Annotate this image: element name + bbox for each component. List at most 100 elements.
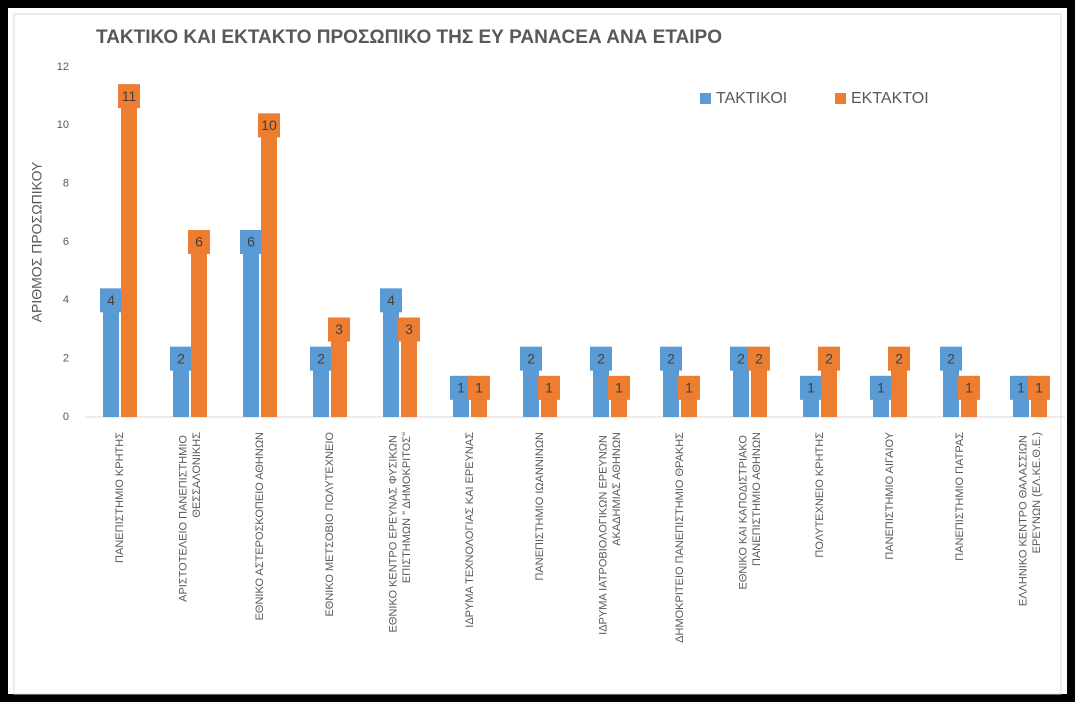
bar [173, 358, 189, 417]
bar [121, 96, 137, 418]
data-label: 1 [1017, 380, 1025, 396]
bar [313, 358, 329, 417]
x-tick-label: ΠΑΝΕΠΙΣΤΗΜΙΟ ΠΑΤΡΑΣ [954, 432, 966, 561]
data-label: 1 [965, 380, 973, 396]
data-label-box [590, 346, 612, 371]
x-tick-label: ΠΑΝΕΠΙΣΤΗΜΙΟ ΚΡΗΤΗΣ [114, 432, 126, 563]
legend-label: ΤΑΚΤΙΚΟΙ [716, 90, 787, 107]
data-label: 1 [807, 380, 815, 396]
x-tick-label-line: ΘΕΣΣΑΛΟΝΙΚΗΣ [191, 432, 203, 518]
x-tick-label: ΑΡΙΣΤΟΤΕΛΕΙΟ ΠΑΝΕΠΙΣΤΗΜΙΟ ΘΕΣΣΑΛΟΝΙΚΗΣ [177, 432, 203, 602]
y-tick-label: 8 [63, 178, 69, 190]
data-label: 2 [317, 350, 325, 366]
x-tick-label-line: ΠΑΝΕΠΙΣΤΗΜΙΟ ΑΘΗΝΩΝ [751, 432, 763, 566]
data-label-box [100, 288, 122, 313]
data-label-box [940, 346, 962, 371]
bar [593, 358, 609, 417]
data-label: 2 [597, 350, 605, 366]
data-label-box [800, 375, 822, 400]
y-tick-label: 4 [63, 294, 69, 306]
y-tick-label: 2 [63, 353, 69, 365]
data-label: 1 [457, 380, 465, 396]
bar [891, 358, 907, 417]
data-label-box [328, 317, 350, 342]
bar [751, 358, 767, 417]
y-tick-label: 12 [57, 61, 69, 73]
x-tick-label: ΠΟΛΥΤΕΧΝΕΙΟ ΚΡΗΤΗΣ [814, 432, 826, 558]
data-label: 1 [475, 380, 483, 396]
data-label-box [240, 230, 262, 254]
data-label-box [170, 346, 192, 371]
data-label-box [678, 375, 700, 400]
data-label: 3 [405, 321, 413, 337]
x-tick-label-line: ΑΚΑΔΗΜΙΑΣ ΑΘΗΝΩΝ [611, 432, 623, 546]
bar [401, 329, 417, 417]
x-tick-label: ΕΘΝΙΚΟ ΚΑΙ ΚΑΠΟΔΙΣΤΡΙΑΚΟ ΠΑΝΕΠΙΣΤΗΜΙΟ ΑΘ… [737, 432, 763, 590]
bar [523, 358, 539, 417]
data-label: 2 [527, 350, 535, 366]
y-tick-label: 6 [63, 236, 69, 248]
bar [733, 358, 749, 417]
x-tick-label: ΕΛΛΗΝΙΚΟ ΚΕΝΤΡΟ ΘΑΛΑΣΣΙΩΝ ΕΡΕΥΝΩΝ (ΕΛ.ΚΕ… [1017, 432, 1043, 606]
bar [191, 242, 207, 417]
data-label-box [730, 346, 752, 371]
data-label-box [450, 375, 472, 400]
data-label: 1 [1035, 380, 1043, 396]
data-label: 3 [335, 321, 343, 337]
bar [943, 358, 959, 417]
x-tick-label-line: ΑΡΙΣΤΟΤΕΛΕΙΟ ΠΑΝΕΠΙΣΤΗΜΙΟ [177, 432, 189, 602]
chart-title: ΤΑΚΤΙΚΟ ΚΑΙ ΕΚΤΑΚΤΟ ΠΡΟΣΩΠΙΚΟ ΤΗΣ ΕΥ PAN… [96, 27, 722, 48]
data-label: 1 [877, 380, 885, 396]
data-label-box [520, 346, 542, 371]
bar [103, 300, 119, 417]
data-label: 4 [107, 292, 115, 308]
data-label-box [118, 84, 140, 109]
bar [383, 300, 399, 417]
x-tick-label-line: ΕΡΕΥΝΩΝ (ΕΛ.ΚΕ.Θ.Ε.) [1031, 432, 1043, 553]
x-tick-label-line: ΕΘΝΙΚΟ ΚΕΝΤΡΟ ΕΡΕΥΝΑΣ ΦΥΣΙΚΩΝ [387, 432, 399, 632]
y-tick-label: 10 [57, 119, 69, 131]
x-tick-label: ΙΔΡΥΜΑ ΙΑΤΡΟΒΙΟΛΟΓΙΚΩΝ ΕΡΕΥΝΩΝ ΑΚΑΔΗΜΙΑΣ… [597, 432, 623, 635]
x-tick-label: ΕΘΝΙΚΟ ΜΕΤΣΟΒΙΟ ΠΟΛΥΤΕΧΝΕΙΟ [324, 432, 336, 617]
data-label-box [1028, 375, 1050, 400]
data-label: 2 [825, 350, 833, 366]
bar [821, 358, 837, 417]
data-label: 1 [685, 380, 693, 396]
legend-label: ΕΚΤΑΚΤΟΙ [851, 90, 929, 107]
data-label: 6 [247, 234, 255, 250]
data-label-box [748, 346, 770, 371]
x-tick-label: ΠΑΝΕΠΙΣΤΗΜΙΟ ΙΩΑΝΝΙΝΩΝ [534, 432, 546, 581]
data-label-box [380, 288, 402, 313]
bar [243, 242, 259, 417]
data-label-box [888, 346, 910, 371]
x-tick-label: ΠΑΝΕΠΙΣΤΗΜΙΟ ΑΙΓΑΙΟΥ [884, 431, 896, 559]
y-axis-label: ΑΡΙΘΜΟΣ ΠΡΟΣΩΠΙΚΟΥ [29, 161, 45, 322]
y-tick-label: 0 [63, 411, 69, 423]
x-tick-label-line: ΕΠΙΣΤΗΜΩΝ " ΔΗΜΟΚΡΙΤΟΣ" [401, 432, 413, 583]
legend-swatch [835, 93, 846, 104]
data-label: 11 [122, 88, 137, 104]
data-label: 2 [755, 350, 763, 366]
data-label: 2 [737, 350, 745, 366]
x-tick-label: ΔΗΜΟΚΡΙΤΕΙΟ ΠΑΝΕΠΙΣΤΗΜΙΟ ΘΡΑΚΗΣ [674, 432, 686, 643]
data-label: 2 [895, 350, 903, 366]
plot-frame [13, 13, 1062, 695]
x-tick-label-line: ΙΔΡΥΜΑ ΙΑΤΡΟΒΙΟΛΟΓΙΚΩΝ ΕΡΕΥΝΩΝ [597, 432, 609, 635]
data-label-box [818, 346, 840, 371]
x-tick-label: ΙΔΡΥΜΑ ΤΕΧΝΟΛΟΓΙΑΣ ΚΑΙ ΕΡΕΥΝΑΣ [464, 432, 476, 628]
data-label-box [468, 375, 490, 400]
data-label: 2 [947, 350, 955, 366]
data-label-box [188, 230, 210, 254]
data-label: 2 [667, 350, 675, 366]
data-label-box [660, 346, 682, 371]
x-tick-label: ΕΘΝΙΚΟ ΑΣΤΕΡΟΣΚΟΠΕΙΟ ΑΘΗΝΩΝ [254, 432, 266, 620]
data-label: 2 [177, 350, 185, 366]
data-label-box [958, 375, 980, 400]
x-tick-label: ΕΘΝΙΚΟ ΚΕΝΤΡΟ ΕΡΕΥΝΑΣ ΦΥΣΙΚΩΝ ΕΠΙΣΤΗΜΩΝ … [387, 432, 413, 633]
data-label: 10 [261, 117, 277, 133]
data-label-box [310, 346, 332, 371]
data-label: 6 [195, 234, 203, 250]
legend-swatch [700, 93, 711, 104]
data-label: 1 [545, 380, 553, 396]
data-label-box [870, 375, 892, 400]
